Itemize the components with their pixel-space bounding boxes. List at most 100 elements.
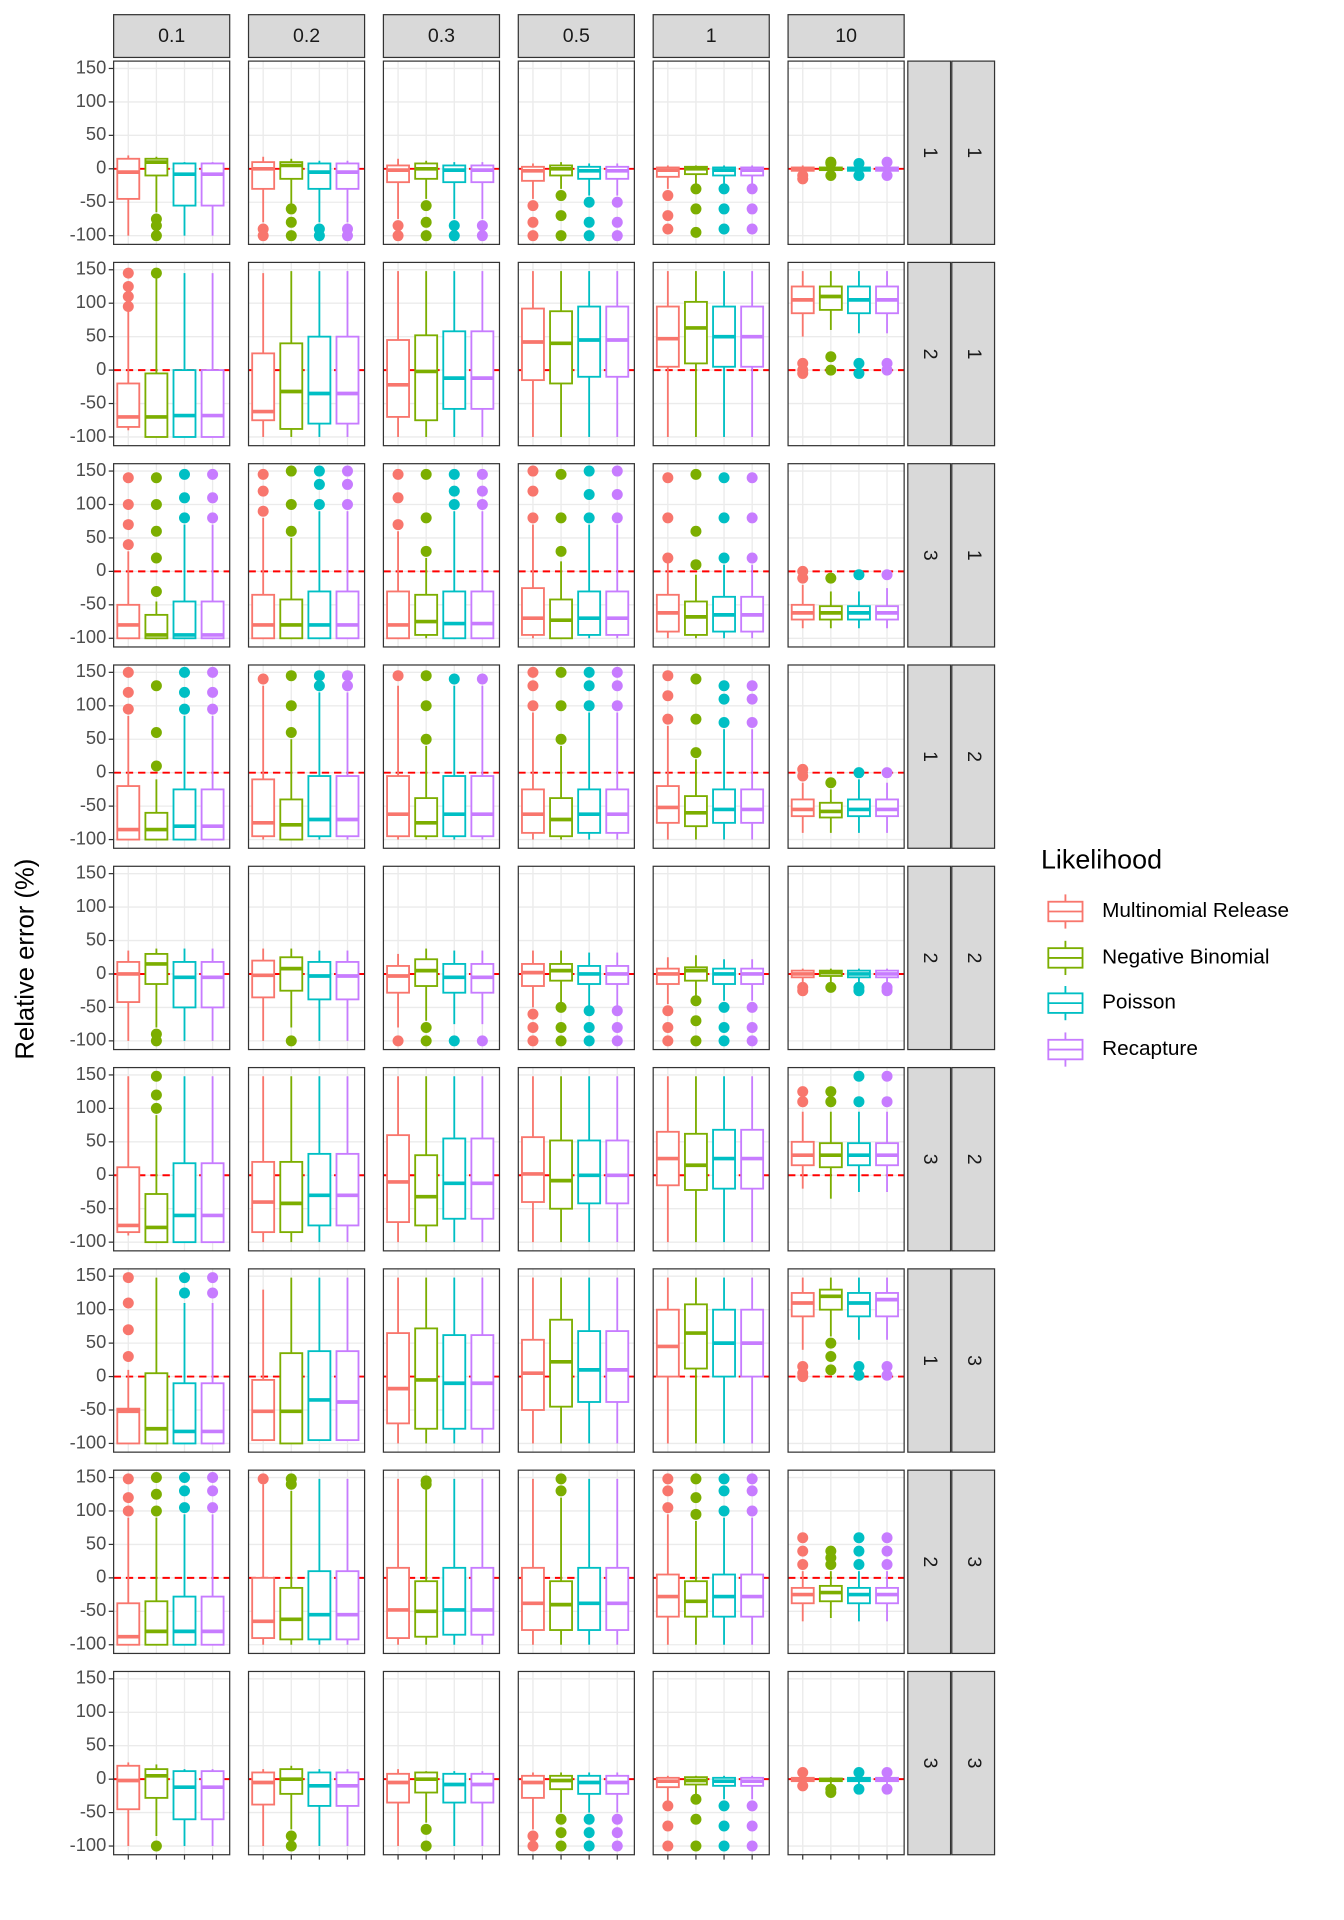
outlier bbox=[746, 680, 758, 692]
outlier bbox=[690, 1813, 702, 1825]
strip bbox=[907, 463, 952, 648]
y-tick-label: 100 bbox=[76, 1298, 107, 1319]
outlier bbox=[150, 1472, 162, 1484]
box bbox=[442, 330, 467, 410]
outlier bbox=[150, 1102, 162, 1114]
outlier bbox=[341, 499, 353, 510]
outlier bbox=[611, 680, 623, 692]
outlier bbox=[746, 223, 758, 235]
outlier bbox=[746, 512, 758, 524]
outlier bbox=[207, 666, 219, 678]
y-tick-label: -100 bbox=[70, 425, 107, 446]
outlier bbox=[392, 670, 404, 682]
outlier bbox=[122, 1351, 134, 1362]
outlier bbox=[527, 465, 539, 477]
outlier bbox=[662, 1840, 674, 1852]
box bbox=[605, 1566, 630, 1631]
panel bbox=[248, 1671, 365, 1855]
outlier bbox=[527, 512, 539, 524]
box bbox=[470, 1566, 495, 1636]
outlier bbox=[150, 585, 162, 597]
outlier bbox=[611, 1035, 623, 1047]
outlier bbox=[662, 1021, 674, 1033]
outlier bbox=[527, 1021, 539, 1033]
strip bbox=[247, 14, 366, 59]
outlier bbox=[853, 1096, 865, 1108]
outlier bbox=[313, 499, 325, 510]
outlier bbox=[285, 670, 297, 682]
y-tick-label: -50 bbox=[80, 593, 106, 614]
outlier bbox=[257, 230, 269, 242]
outlier bbox=[555, 733, 567, 745]
panel-border bbox=[517, 1268, 635, 1453]
box bbox=[521, 788, 545, 834]
y-tick-label: 0 bbox=[96, 1767, 106, 1788]
outlier bbox=[825, 1364, 837, 1376]
outlier bbox=[285, 499, 297, 510]
y-tick-label: 0 bbox=[96, 761, 106, 782]
box bbox=[335, 335, 360, 425]
outlier bbox=[746, 1021, 758, 1033]
y-tick-label: 150 bbox=[76, 1667, 107, 1688]
outlier bbox=[718, 472, 730, 484]
panel-border bbox=[247, 1469, 366, 1655]
outlier bbox=[583, 1035, 595, 1047]
y-tick-label: -50 bbox=[80, 1398, 106, 1419]
outlier bbox=[662, 1005, 674, 1017]
panel bbox=[788, 664, 905, 849]
panel-border bbox=[517, 664, 635, 849]
outlier bbox=[285, 700, 297, 712]
y-tick-label: 150 bbox=[76, 861, 107, 882]
y-axis-label: Relative error (%) bbox=[12, 859, 40, 1060]
outlier bbox=[853, 157, 865, 169]
outlier bbox=[178, 666, 190, 678]
outlier bbox=[150, 472, 162, 484]
panel-border bbox=[247, 664, 366, 849]
outlier bbox=[853, 367, 865, 379]
outlier bbox=[313, 230, 325, 242]
outlier bbox=[853, 169, 865, 181]
outlier bbox=[797, 1780, 809, 1792]
y-tick-label: -50 bbox=[80, 995, 106, 1016]
box bbox=[470, 775, 495, 838]
outlier bbox=[825, 351, 837, 363]
outlier bbox=[690, 226, 702, 238]
outlier bbox=[853, 1369, 865, 1381]
outlier bbox=[853, 767, 865, 779]
panel-border bbox=[382, 1670, 501, 1856]
outlier bbox=[853, 569, 865, 581]
box bbox=[335, 1570, 360, 1641]
outlier bbox=[611, 1813, 623, 1825]
outlier bbox=[150, 760, 162, 772]
outlier bbox=[313, 465, 325, 477]
outlier bbox=[448, 220, 460, 232]
y-tick-label: 50 bbox=[86, 324, 106, 345]
outlier bbox=[746, 1800, 758, 1812]
panel-border bbox=[247, 1268, 366, 1453]
outlier bbox=[746, 183, 758, 195]
panel bbox=[248, 866, 365, 1050]
outlier bbox=[825, 156, 837, 168]
panel-border bbox=[787, 865, 905, 1051]
outlier bbox=[527, 700, 539, 712]
box bbox=[116, 785, 141, 841]
strip-label: 1 bbox=[919, 147, 941, 158]
strip-label: 0.5 bbox=[563, 25, 590, 47]
outlier bbox=[718, 1820, 730, 1832]
panel-border bbox=[382, 1469, 501, 1655]
box bbox=[386, 590, 410, 640]
box bbox=[279, 956, 304, 992]
outlier bbox=[690, 1492, 702, 1504]
panel-border bbox=[517, 60, 635, 245]
outlier bbox=[718, 717, 730, 729]
outlier bbox=[690, 183, 702, 195]
outlier bbox=[611, 488, 623, 500]
outlier bbox=[122, 1297, 134, 1309]
box bbox=[335, 1350, 360, 1442]
strip-label: 2 bbox=[963, 1154, 985, 1165]
box bbox=[605, 165, 630, 180]
box bbox=[521, 307, 545, 382]
outlier bbox=[825, 777, 837, 789]
outlier bbox=[178, 1272, 190, 1284]
